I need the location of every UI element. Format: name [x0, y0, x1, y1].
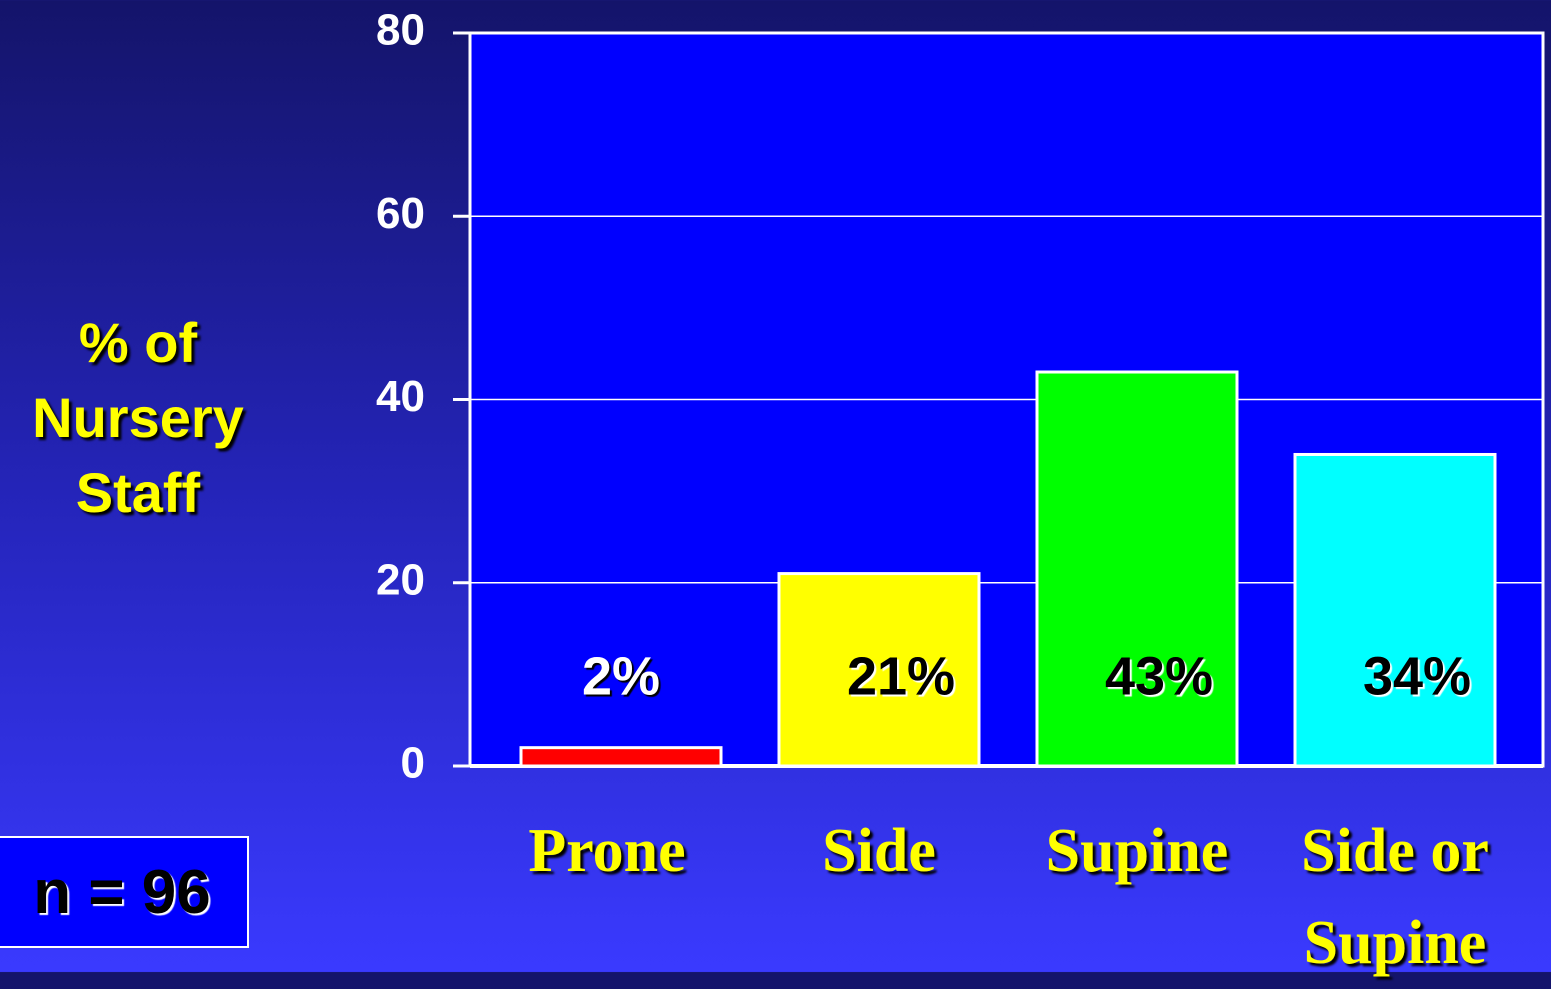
x-tick-label: Side or Supine — [1301, 817, 1489, 977]
bar — [1035, 370, 1239, 768]
x-tick-label: Prone — [528, 817, 686, 885]
annotation: n = 96 — [0, 836, 249, 948]
bar — [519, 746, 723, 768]
y-tick-label: 60 — [376, 189, 425, 238]
value-label: 43% — [1105, 646, 1213, 706]
value-label: 2% — [582, 646, 660, 706]
value-label: 34% — [1363, 646, 1471, 706]
bar — [1293, 452, 1497, 768]
y-tick-label: 0 — [401, 739, 425, 788]
x-tick-label: Side — [822, 817, 936, 885]
y-tick-label: 40 — [376, 372, 425, 421]
value-label: 21% — [847, 646, 955, 706]
y-tick-label: 80 — [376, 6, 425, 55]
x-tick-label: Supine — [1045, 817, 1229, 885]
y-axis-label: % of Nursery Staff — [32, 311, 244, 524]
bar — [777, 572, 981, 768]
y-tick-label: 20 — [376, 555, 425, 604]
